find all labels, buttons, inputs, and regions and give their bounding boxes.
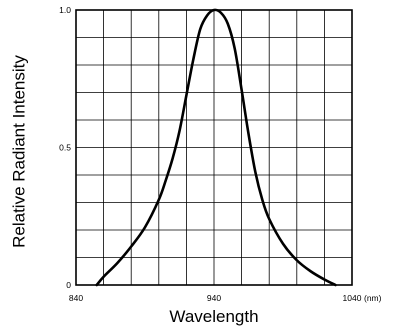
x-tick-label: 940	[207, 293, 221, 303]
x-tick-label: 840	[69, 293, 83, 303]
x-tick-label: 1040	[343, 293, 362, 303]
grid	[76, 10, 352, 285]
x-axis-title: Wavelength	[169, 307, 258, 326]
plot-frame	[75, 9, 353, 286]
tick-labels: 840 940 1040 0 0.5 1.0	[59, 5, 362, 303]
y-tick-label: 0	[66, 280, 71, 290]
y-tick-label: 0.5	[59, 143, 71, 153]
y-axis-title: Relative Radiant Intensity	[9, 55, 28, 248]
x-unit-label: (nm)	[364, 293, 382, 303]
y-tick-label: 1.0	[59, 5, 71, 15]
